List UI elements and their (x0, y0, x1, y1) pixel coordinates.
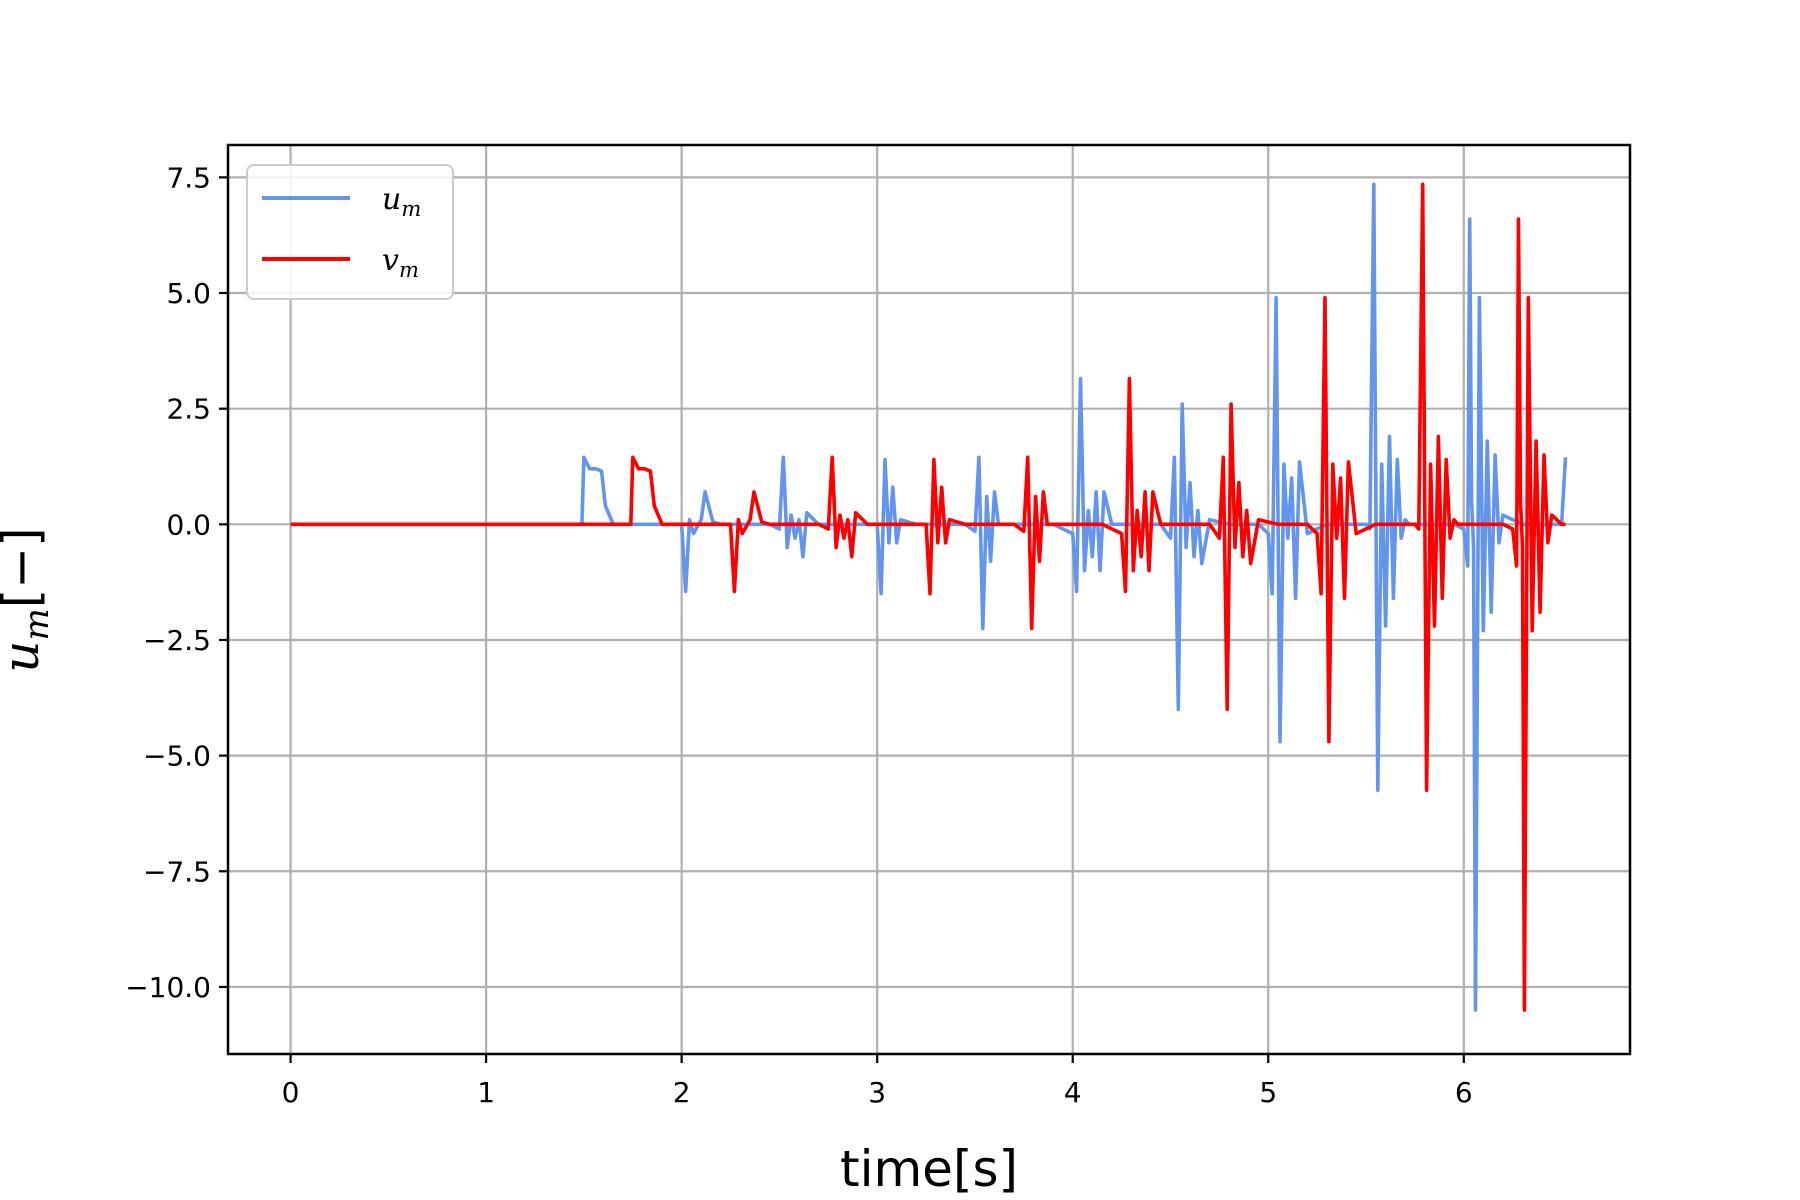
y-axis-label-unit: [−] (0, 527, 50, 608)
series-lines (290, 182, 1568, 1012)
x-tick-label: 3 (868, 1076, 886, 1109)
y-axis-label-main: u (0, 640, 50, 672)
legend-label-u-m: um (382, 182, 421, 221)
x-tick-label: 6 (1455, 1076, 1473, 1109)
y-axis-ticks: 7.5 5.0 2.5 0.0 −2.5 −5.0 −7.5 −10.0 (125, 161, 228, 1004)
x-tick-label: 4 (1064, 1076, 1082, 1109)
y-tick-label: 7.5 (166, 161, 211, 194)
legend: um vm (246, 164, 454, 300)
x-axis-ticks: 0 1 2 3 4 5 6 (282, 1054, 1473, 1109)
legend-label-u-m-main: u (382, 182, 401, 217)
legend-label-v-m-sub: m (399, 258, 419, 282)
plot-frame (226, 143, 1632, 1056)
legend-label-u-m-sub: m (401, 197, 421, 221)
y-tick-label: −7.5 (143, 855, 211, 888)
y-tick-label: 2.5 (166, 393, 211, 426)
y-tick-label: −2.5 (143, 624, 211, 657)
y-tick-label: 0.0 (166, 508, 211, 541)
y-axis-label: um[−] (0, 527, 57, 672)
x-tick-label: 2 (673, 1076, 691, 1109)
legend-box (246, 164, 454, 300)
legend-label-v-m-main: v (382, 243, 399, 278)
x-axis-label: time[s] (840, 1140, 1018, 1198)
x-tick-label: 1 (477, 1076, 495, 1109)
y-axis-label-subscript: m (17, 608, 57, 640)
x-tick-label: 0 (282, 1076, 300, 1109)
y-tick-label: 5.0 (166, 277, 211, 310)
legend-label-v-m: vm (382, 243, 419, 282)
y-tick-label: −5.0 (143, 740, 211, 773)
series-line-v-m (290, 182, 1566, 1012)
series-line-u-m (290, 182, 1568, 1012)
x-tick-label: 5 (1259, 1076, 1277, 1109)
y-tick-label: −10.0 (125, 971, 211, 1004)
